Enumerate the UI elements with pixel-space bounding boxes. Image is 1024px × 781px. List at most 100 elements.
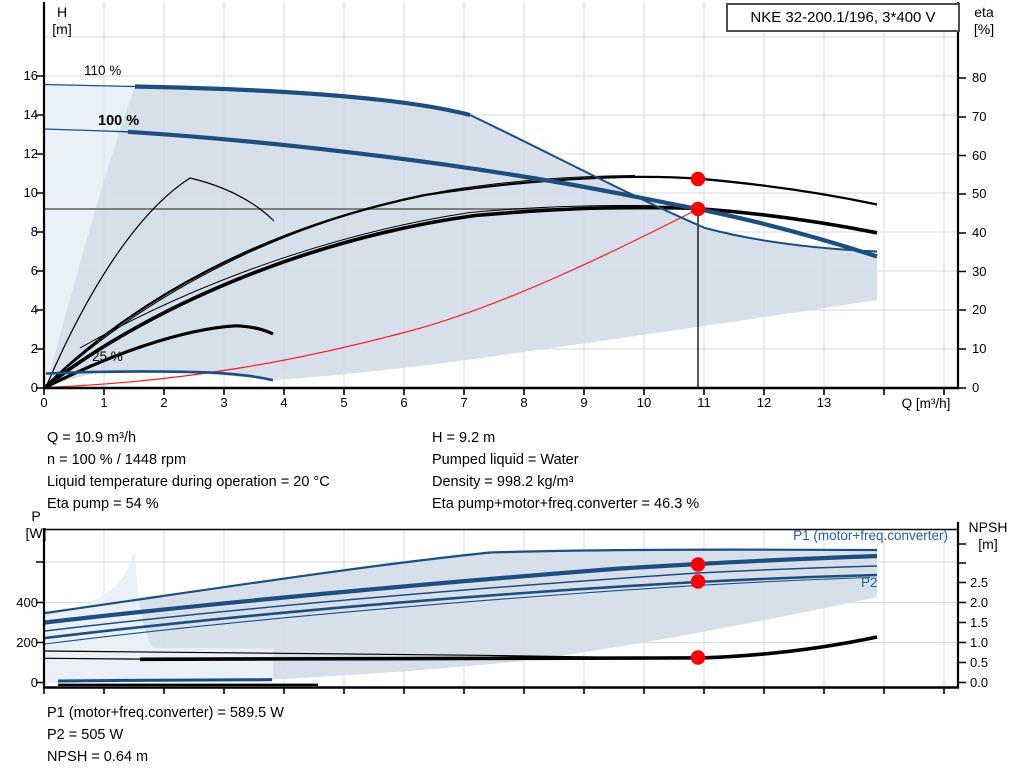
q-tick: 6 <box>400 395 408 410</box>
npsh-tick: 0.0 <box>970 674 989 690</box>
p1-curve-label: P1 (motor+freq.converter) <box>793 528 948 543</box>
q-tick: 5 <box>340 395 348 410</box>
h-tick: 12 <box>23 146 38 161</box>
p-tick: 0 <box>30 674 38 690</box>
eta-tick: 20 <box>972 302 987 317</box>
eta-pump-curve <box>43 175 878 389</box>
eta-25-thin-arc <box>45 177 275 388</box>
h-tick: 16 <box>23 68 38 83</box>
duty-info-left: Q = 10.9 m³/h n = 100 % / 1448 rpm Liqui… <box>47 427 330 515</box>
q-tick: 2 <box>160 395 168 410</box>
eta-total-companion <box>79 204 656 349</box>
q-tick: 11 <box>697 395 711 410</box>
head-curves <box>43 83 878 382</box>
head-110-curve <box>134 84 471 118</box>
head-110-envelope-edge <box>469 114 878 253</box>
speed-25-label: 25 % <box>92 349 123 364</box>
npsh-tick: 1.5 <box>970 614 989 630</box>
bottom-chart-axes <box>36 522 966 694</box>
eta-curves <box>42 175 878 390</box>
head-100-curve <box>127 129 878 259</box>
eta-tick: 80 <box>972 70 987 85</box>
info-eta-total: Eta pump+motor+freq.converter = 46.3 % <box>432 496 700 512</box>
q-tick: 12 <box>756 395 772 410</box>
q-tick: 0 <box>40 395 48 410</box>
info-npsh: NPSH = 0.64 m <box>47 749 149 765</box>
p1-100-curve <box>44 553 878 625</box>
top-envelope-fill <box>44 86 877 386</box>
info-pumped-liquid: Pumped liquid = Water <box>432 452 579 468</box>
eta-axis-title: eta [%] <box>973 4 995 37</box>
h-tick: 10 <box>23 185 38 200</box>
npsh-thin-lower <box>44 657 151 660</box>
p1-envelope-max-line <box>44 548 878 615</box>
npsh-tick: 2.0 <box>970 594 989 610</box>
h-axis-title: H [m] <box>52 4 72 37</box>
npsh-tick: 2.5 <box>970 574 989 590</box>
info-eta-pump: Eta pump = 54 % <box>47 496 159 512</box>
q-tick: 1 <box>100 395 108 410</box>
q-tick: 13 <box>816 395 832 410</box>
npsh-axis-ticks <box>958 543 966 684</box>
control-curve-red <box>44 208 699 389</box>
head-25-curve <box>45 370 274 382</box>
top-envelope-light-wedge <box>44 84 135 387</box>
bottom-x-ticks <box>43 687 945 694</box>
q-tick: 8 <box>520 395 528 410</box>
info-n: n = 100 % / 1448 rpm <box>47 452 187 468</box>
speed-100-label: 100 % <box>98 113 140 129</box>
head-100-thin-start <box>43 128 129 133</box>
info-q: Q = 10.9 m³/h <box>47 430 137 446</box>
npsh-curves <box>44 635 878 686</box>
eta-total-curve <box>42 205 878 390</box>
p-axis-title: P [W] <box>25 508 47 541</box>
eta-tick: 10 <box>972 341 987 356</box>
p-tick: 200 <box>16 634 38 650</box>
h-tick: 0 <box>30 380 38 395</box>
h-tick: 4 <box>30 302 38 317</box>
p-25-curve <box>57 678 273 683</box>
p-lower-thin-line <box>44 576 871 645</box>
info-p2: P2 = 505 W <box>47 727 124 743</box>
q-tick: 4 <box>280 395 288 410</box>
q-tick: 9 <box>580 395 588 410</box>
duty-dot-p1 <box>690 557 706 572</box>
eta-tick: 30 <box>972 263 987 279</box>
h-tick: 14 <box>23 107 38 122</box>
bottom-envelope-light-wedge <box>45 552 273 683</box>
eta-tick: 60 <box>972 147 987 163</box>
top-chart-axes <box>36 2 966 395</box>
eta-25-curve <box>45 324 274 389</box>
duty-dot-p2 <box>690 574 706 589</box>
h-tick: 2 <box>30 341 38 356</box>
npsh-axis-title: NPSH [m] <box>968 519 1008 552</box>
q-tick: 3 <box>220 395 228 410</box>
duty-info-bottom: P1 (motor+freq.converter) = 589.5 W P2 =… <box>47 702 284 768</box>
npsh-curve <box>139 635 878 662</box>
eta-tick: 0 <box>972 380 980 395</box>
p2-110-line <box>44 565 878 632</box>
h-tick: 6 <box>30 263 38 278</box>
p-tick: 400 <box>16 594 38 610</box>
chart-title: NKE 32-200.1/196, 3*400 V <box>750 9 936 26</box>
h-tick: 8 <box>30 224 38 239</box>
duty-dot-head <box>690 201 706 217</box>
p-axis-ticks <box>36 561 44 684</box>
duty-dot-npsh <box>690 650 706 665</box>
eta-tick: 50 <box>972 186 987 201</box>
q-tick: 7 <box>460 395 468 410</box>
h-axis-ticks <box>36 75 44 389</box>
info-p1: P1 (motor+freq.converter) = 589.5 W <box>47 705 284 721</box>
q-axis-ticks <box>43 388 945 395</box>
duty-info-right: H = 9.2 m Pumped liquid = Water Density … <box>432 427 699 515</box>
p2-curve-label: P2 <box>861 575 878 590</box>
duty-dot-eta-pump <box>690 171 706 187</box>
power-curves <box>44 548 878 683</box>
p2-100-curve <box>44 573 878 640</box>
info-h: H = 9.2 m <box>432 430 496 446</box>
eta-axis-ticks <box>958 77 966 389</box>
head-110-thin-start <box>43 83 136 88</box>
eta-tick: 70 <box>972 109 987 124</box>
